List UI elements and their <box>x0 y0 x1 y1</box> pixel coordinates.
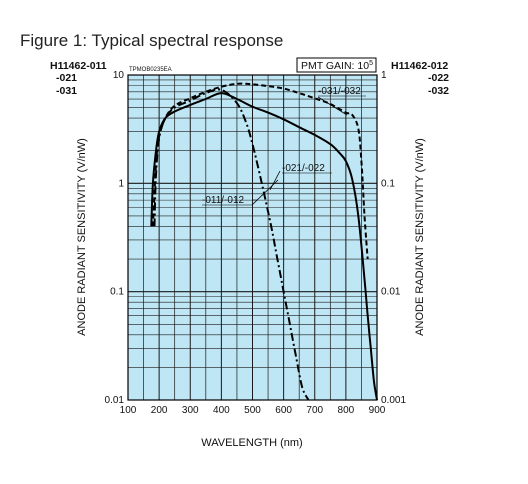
left-header-model: H11462-011 <box>50 60 107 72</box>
image-code: TPMOB0235EA <box>129 67 172 73</box>
series-layer <box>150 82 378 401</box>
plot-frame <box>127 74 378 401</box>
y-tick-label-right: 0.1 <box>381 178 395 189</box>
x-tick-label: 800 <box>338 405 355 416</box>
label-021-022: -021/-022 <box>269 163 332 191</box>
tick-labels: 100 200 300 400 500 600 700 800 900 10 1 0.1 0.01 1 0.… <box>105 70 407 416</box>
y-tick-label-right: 0.001 <box>381 395 406 406</box>
x-tick-label: 700 <box>306 405 323 416</box>
x-axis-title: WAVELENGTH (nm) <box>201 437 302 449</box>
x-tick-label: 200 <box>151 405 168 416</box>
series-line-1 <box>153 88 310 401</box>
figure-title: Figure 1: Typical spectral response <box>20 31 283 50</box>
x-tick-label: 400 <box>213 405 230 416</box>
y-tick-label-right: 0.01 <box>381 287 401 298</box>
right-header-variant-2: -032 <box>428 85 449 97</box>
y-tick-label-left: 1 <box>118 178 124 189</box>
series-label-021-022: -021/-022 <box>282 163 325 174</box>
y-axis-title-left: ANODE RADIANT SENSITIVITY (V/nW) <box>76 138 88 336</box>
x-tick-label: 900 <box>369 405 386 416</box>
series-line-2 <box>150 92 378 401</box>
y-axis-title-right: ANODE RADIANT SENSITIVITY (V/nW) <box>414 138 426 336</box>
label-011-012: -011/-012 <box>202 179 279 206</box>
left-header-variant-1: -021 <box>56 72 77 84</box>
y-tick-label-right: 1 <box>381 70 387 81</box>
y-tick-label-left: 0.01 <box>105 395 125 406</box>
right-header-model: H11462-012 <box>391 60 448 72</box>
pmt-gain-box <box>296 57 377 73</box>
label-031-032: -031/-032 <box>317 86 366 116</box>
x-tick-label: 600 <box>275 405 292 416</box>
left-header-variant-2: -031 <box>56 85 77 97</box>
x-tick-label: 500 <box>244 405 261 416</box>
y-tick-label-left: 0.1 <box>110 287 124 298</box>
pmt-gain-label: PMT GAIN: 105 <box>301 60 373 72</box>
x-tick-label: 100 <box>120 405 137 416</box>
right-header-variant-1: -022 <box>428 72 449 84</box>
series-line-3 <box>151 82 369 260</box>
series-label-011-012: -011/-012 <box>202 195 245 206</box>
y-tick-label-left: 10 <box>113 70 125 81</box>
series-label-031-032: -031/-032 <box>318 86 361 97</box>
x-tick-label: 300 <box>182 405 199 416</box>
